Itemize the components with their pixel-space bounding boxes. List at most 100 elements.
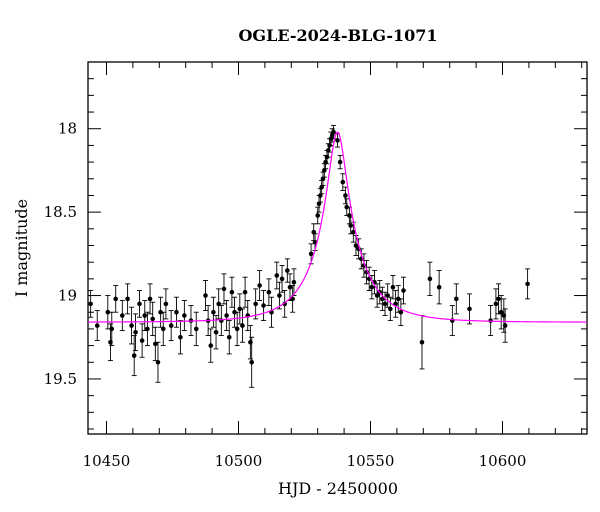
chart-title: OGLE-2024-BLG-1071 [238, 26, 437, 45]
data-point [232, 296, 238, 328]
data-point [374, 283, 380, 308]
data-points [88, 124, 531, 388]
data-point [168, 310, 174, 342]
point-marker [142, 313, 148, 318]
point-marker [285, 268, 290, 273]
point-marker [125, 296, 130, 302]
data-point [229, 276, 235, 308]
point-marker [155, 359, 161, 365]
model-curve [87, 131, 588, 323]
point-marker [401, 288, 406, 293]
point-marker [158, 309, 163, 315]
point-marker [320, 176, 326, 182]
point-marker [224, 313, 229, 318]
data-point [279, 265, 285, 293]
point-marker [261, 303, 266, 308]
data-point [385, 283, 391, 308]
point-marker [308, 251, 314, 257]
data-point [390, 275, 396, 300]
point-marker [139, 338, 145, 343]
point-marker [380, 296, 385, 302]
data-point [274, 261, 280, 290]
point-marker [290, 296, 295, 302]
point-marker [311, 229, 317, 235]
point-marker [234, 326, 240, 332]
x-tick-labels: 10450 10500 10550 10600 [83, 452, 527, 470]
point-marker [315, 213, 320, 218]
data-point [337, 154, 343, 170]
y-tick-label: 18 [58, 120, 77, 138]
y-tick-label: 19 [58, 287, 77, 305]
point-marker [266, 289, 272, 295]
point-marker [353, 243, 359, 248]
data-point [253, 288, 259, 320]
point-marker [174, 309, 179, 315]
point-marker [153, 341, 158, 347]
data-point [218, 305, 224, 337]
point-marker [193, 326, 199, 332]
point-marker [427, 276, 433, 282]
point-marker [347, 213, 352, 218]
data-point [210, 296, 216, 328]
data-point [393, 290, 399, 318]
data-point [366, 266, 372, 291]
data-point [249, 336, 255, 388]
x-axis-title: HJD - 2450000 [278, 479, 398, 498]
data-point [131, 335, 137, 377]
x-tick-label: 10550 [347, 452, 395, 470]
data-point [181, 300, 187, 332]
point-marker [113, 296, 119, 302]
data-point [493, 288, 499, 320]
data-point [208, 328, 214, 363]
point-marker [232, 309, 237, 315]
data-point [398, 298, 404, 327]
x-tick-label: 10500 [215, 452, 263, 470]
point-marker [351, 229, 356, 235]
point-marker [211, 309, 216, 315]
data-point [449, 305, 455, 337]
axis-ticks [88, 61, 587, 434]
point-marker [274, 273, 280, 278]
point-marker [163, 301, 169, 307]
point-marker [343, 193, 348, 198]
point-marker [321, 168, 327, 173]
data-point [160, 311, 166, 347]
data-point [467, 293, 473, 325]
point-marker [369, 284, 375, 290]
point-marker [344, 204, 350, 210]
point-marker [319, 184, 324, 190]
data-point [401, 276, 407, 305]
data-point [348, 216, 354, 235]
data-point [395, 285, 401, 313]
point-marker [226, 334, 232, 340]
point-marker [318, 193, 323, 198]
point-marker [502, 323, 508, 328]
data-point [379, 286, 385, 312]
point-marker [398, 309, 404, 315]
data-point [242, 276, 248, 308]
data-point [245, 300, 251, 332]
point-marker [291, 279, 297, 285]
data-point [239, 308, 245, 343]
data-point [261, 290, 267, 322]
point-marker [419, 339, 425, 345]
point-marker [498, 309, 504, 315]
point-marker [105, 309, 111, 315]
point-marker [88, 301, 93, 307]
point-marker [133, 329, 138, 335]
data-point [317, 188, 323, 203]
data-point [177, 320, 183, 355]
point-marker [208, 343, 214, 348]
point-marker [145, 326, 150, 332]
data-point [147, 283, 153, 315]
point-marker [229, 289, 235, 295]
point-marker [120, 313, 125, 318]
point-marker [219, 318, 224, 323]
point-marker [150, 316, 155, 322]
data-point [109, 311, 115, 347]
data-point [133, 313, 139, 352]
data-point [163, 288, 169, 320]
x-tick-label: 10600 [479, 452, 527, 470]
data-point [136, 290, 142, 318]
